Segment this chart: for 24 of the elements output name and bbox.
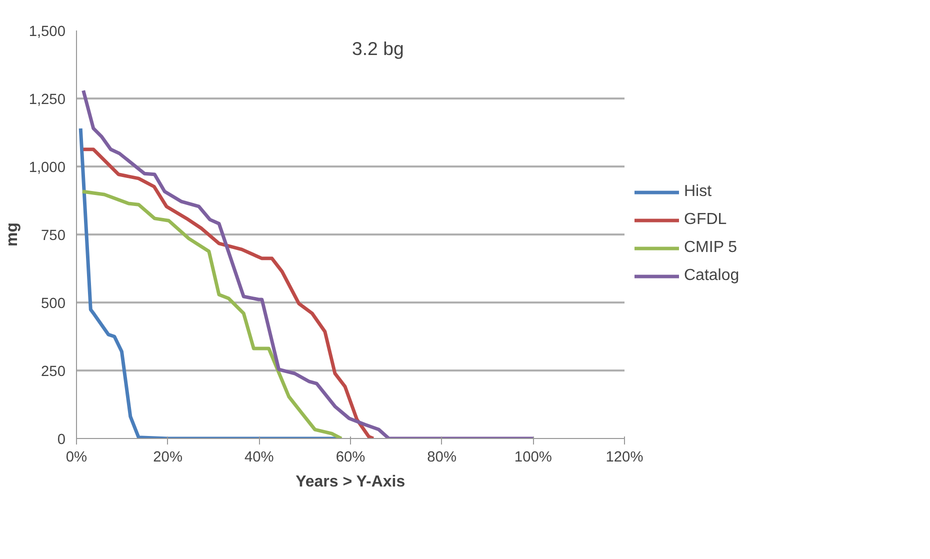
y-tick-label: 250 xyxy=(41,364,66,380)
y-tick-label: 1,500 xyxy=(28,24,66,40)
annotation: 3.2 bg xyxy=(352,38,404,60)
legend-label: Hist xyxy=(684,183,712,201)
y-tick-label: 0 xyxy=(57,432,66,448)
legend-label: CMIP 5 xyxy=(684,239,738,257)
line-series xyxy=(80,190,344,438)
y-tick-label: 1,000 xyxy=(28,160,66,176)
x-tick-label: 40% xyxy=(244,450,274,466)
y-tick-label: 1,250 xyxy=(28,92,66,108)
y-tick-label: 750 xyxy=(41,228,66,244)
x-axis-title: Years > Y-Axis xyxy=(296,474,406,490)
legend-label: GFDL xyxy=(684,211,727,229)
line-series xyxy=(82,88,535,438)
y-tick-label: 500 xyxy=(41,296,66,312)
x-tick-label: 100% xyxy=(514,450,552,466)
x-tick-label: 0% xyxy=(66,450,88,466)
y-axis-title: mg xyxy=(4,222,21,246)
x-tick-label: 20% xyxy=(153,450,183,466)
x-tick-label: 120% xyxy=(606,450,644,466)
x-tick-label: 80% xyxy=(427,450,457,466)
legend-label: Catalog xyxy=(684,267,740,285)
line-series xyxy=(82,148,376,438)
x-tick-label: 60% xyxy=(336,450,366,466)
